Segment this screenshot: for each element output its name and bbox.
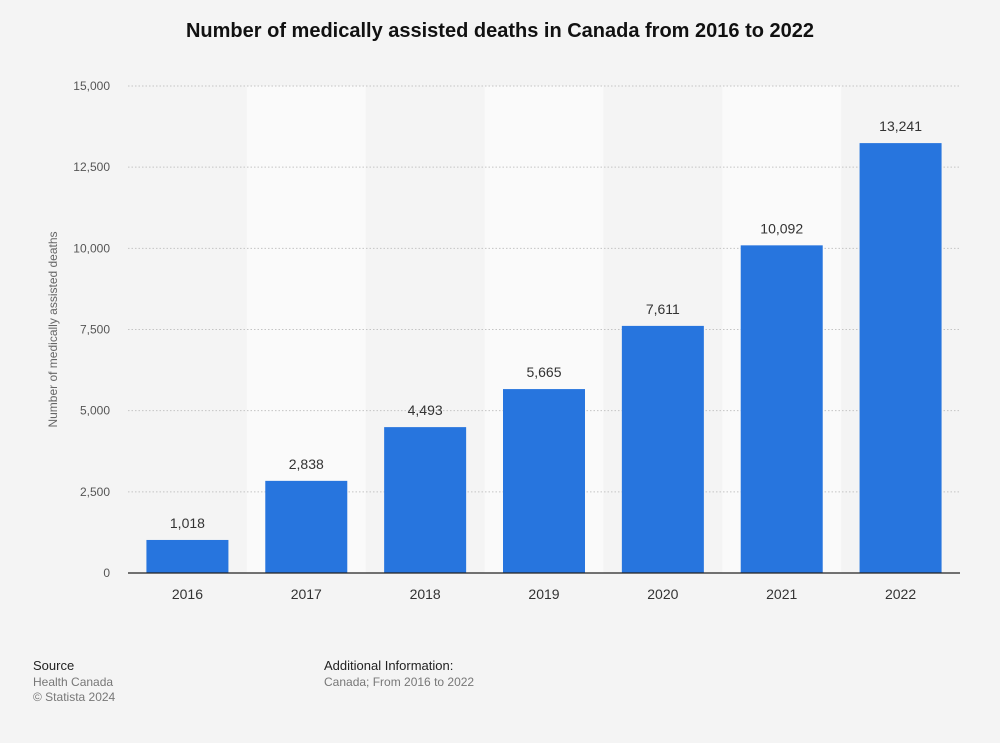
y-tick-label-10000: 10,000 <box>73 241 110 255</box>
x-tick-label-2020: 2020 <box>647 586 678 602</box>
chart-title: Number of medically assisted deaths in C… <box>185 20 814 42</box>
data-label-2022: 13,241 <box>879 118 922 134</box>
source-line-health-canada: Health Canada <box>33 675 114 689</box>
y-tick-label-2500: 2,500 <box>80 485 110 499</box>
y-tick-label-5000: 5,000 <box>80 404 110 418</box>
y-tick-label-0: 0 <box>103 566 110 580</box>
data-label-2020: 7,611 <box>646 301 680 317</box>
data-label-2021: 10,092 <box>760 220 803 236</box>
data-label-2016: 1,018 <box>170 515 205 531</box>
additional-info-text: Canada; From 2016 to 2022 <box>324 675 475 689</box>
y-tick-label-15000: 15,000 <box>73 79 110 93</box>
x-tick-label-2019: 2019 <box>528 586 559 602</box>
bar-2022 <box>859 143 942 573</box>
bar-2019 <box>503 389 585 573</box>
y-axis-title: Number of medically assisted deaths <box>46 231 60 427</box>
x-tick-label-2022: 2022 <box>885 586 916 602</box>
data-label-2019: 5,665 <box>526 364 561 380</box>
x-tick-label-2018: 2018 <box>410 586 441 602</box>
bar-2017 <box>265 480 348 573</box>
source-block: Source Health Canada © Statista 2024 <box>33 658 115 705</box>
y-tick-label-7500: 7,500 <box>80 323 110 337</box>
additional-info-block: Additional Information: Canada; From 201… <box>324 658 474 690</box>
additional-info-heading: Additional Information: <box>324 658 454 673</box>
data-label-2017: 2,838 <box>289 456 324 472</box>
y-tick-label-12500: 12,500 <box>73 160 110 174</box>
x-tick-label-2016: 2016 <box>172 586 203 602</box>
data-label-2018: 4,493 <box>408 402 443 418</box>
bar-2016 <box>146 539 229 573</box>
x-tick-label-2017: 2017 <box>291 586 322 602</box>
bar-2018 <box>384 427 467 573</box>
bar-2020 <box>621 325 704 573</box>
bar-2021 <box>740 245 823 573</box>
source-heading: Source <box>33 658 75 673</box>
source-line-copyright: © Statista 2024 <box>33 690 116 704</box>
x-tick-label-2021: 2021 <box>766 586 797 602</box>
